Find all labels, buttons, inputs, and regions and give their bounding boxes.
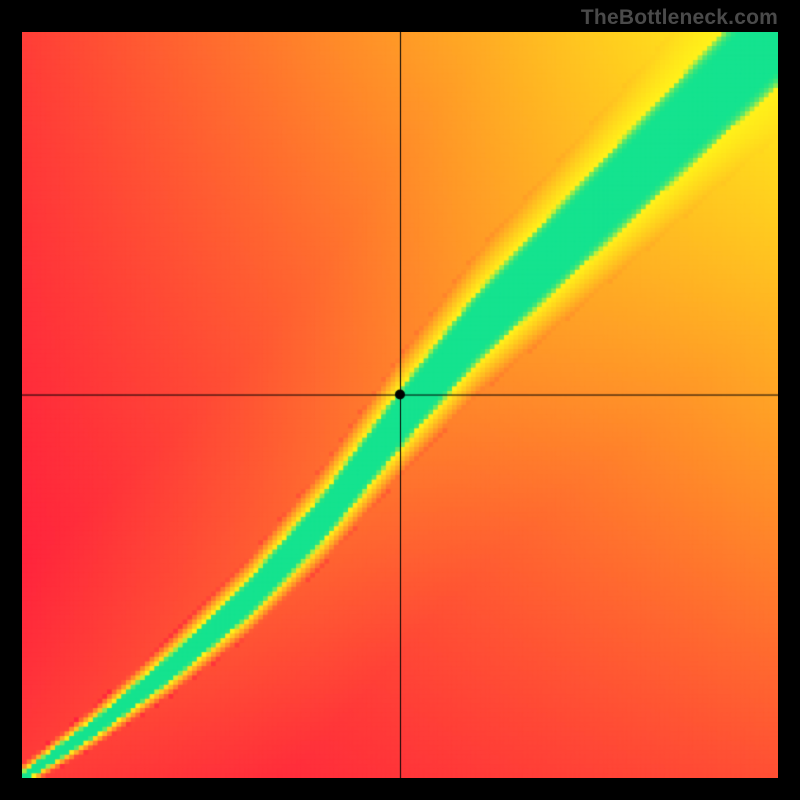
chart-frame: TheBottleneck.com <box>0 0 800 800</box>
watermark-text: TheBottleneck.com <box>581 6 778 30</box>
heatmap-container <box>22 32 778 778</box>
heatmap-canvas <box>22 32 778 778</box>
